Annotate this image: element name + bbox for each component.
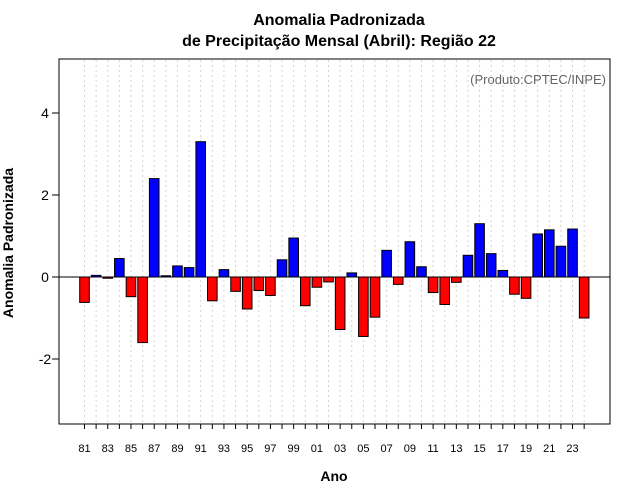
bar-2013 [451, 276, 462, 283]
chart-title-line2: de Precipitação Mensal (Abril): Região 2… [182, 33, 496, 50]
bar-1986 [137, 276, 148, 344]
bar-1998 [276, 259, 288, 278]
bar-2004 [346, 272, 358, 278]
bar-2021 [544, 229, 555, 278]
x-tick-label: 17 [497, 443, 509, 455]
x-tick-label: 95 [241, 443, 253, 455]
x-tick-label: 83 [102, 443, 114, 455]
bar-1991 [195, 141, 206, 278]
x-tick-label: 15 [473, 443, 485, 455]
x-tick-label: 81 [78, 443, 90, 455]
x-tick-label: 11 [427, 443, 438, 455]
x-tick-label: 21 [543, 443, 555, 455]
x-axis-label: Ano [320, 468, 347, 484]
bar-1993 [218, 269, 230, 278]
bar-2014 [462, 254, 474, 278]
bar-2012 [439, 276, 451, 305]
y-axis: -2 0 2 4 [39, 105, 59, 367]
bar-1984 [114, 258, 125, 278]
x-tick-label: 85 [125, 443, 137, 455]
bar-2023 [567, 228, 578, 278]
x-tick-label: 23 [566, 443, 578, 455]
x-tick-label: 03 [334, 443, 346, 455]
bar-2009 [404, 241, 416, 278]
bar-1981 [79, 276, 90, 303]
y-axis-label: Anomalia Padronizada [0, 168, 16, 318]
bar-1997 [265, 276, 276, 296]
x-tick-label: 89 [171, 443, 183, 455]
bar-1992 [207, 276, 218, 302]
x-tick-label: 09 [404, 443, 416, 455]
bar-2016 [485, 253, 497, 278]
bar-2003 [334, 276, 346, 330]
source-annotation: (Produto:CPTEC/INPE) [470, 72, 606, 87]
x-tick-label: 99 [288, 443, 300, 455]
x-tick-label: 07 [380, 443, 392, 455]
bar-2010 [416, 266, 427, 278]
y-tick-label: -2 [39, 351, 52, 367]
bar-2005 [358, 276, 369, 337]
x-tick-label: 01 [311, 443, 323, 455]
x-axis: 81 83 85 87 89 91 93 95 97 99 01 03 05 07 09 11 13 15 17 19… [78, 424, 585, 455]
bar-1989 [172, 265, 183, 278]
bar-2020 [532, 233, 543, 278]
bar-2001 [311, 276, 323, 288]
bar-2011 [427, 276, 439, 294]
bar-2015 [474, 223, 485, 278]
x-tick-label: 19 [520, 443, 532, 455]
bar-2017 [497, 269, 509, 278]
y-tick-label: 4 [41, 105, 49, 121]
x-tick-label: 91 [195, 443, 207, 455]
bar-1996 [253, 276, 265, 292]
bar-2002 [323, 276, 334, 283]
bar-2007 [381, 249, 392, 278]
y-tick-label: 2 [41, 187, 49, 203]
bar-2008 [392, 276, 404, 285]
bars [79, 141, 590, 344]
bar-2024 [578, 276, 590, 319]
x-tick-label: 13 [450, 443, 462, 455]
bar-2000 [299, 276, 311, 307]
x-tick-label: 87 [148, 443, 160, 455]
bar-2019 [520, 276, 532, 299]
chart-title-line1: Anomalia Padronizada [253, 12, 425, 29]
bar-2022 [555, 245, 567, 278]
plot-frame [58, 58, 611, 425]
x-tick-label: 93 [218, 443, 230, 455]
bar-1987 [148, 178, 160, 278]
bar-2018 [509, 276, 520, 295]
bar-2006 [369, 276, 381, 318]
y-tick-label: 0 [41, 269, 49, 285]
bar-1994 [230, 276, 241, 292]
bar-1999 [288, 237, 299, 278]
x-tick-label: 97 [264, 443, 276, 455]
bar-1995 [241, 276, 253, 310]
bar-1985 [125, 276, 137, 298]
x-tick-label: 05 [357, 443, 369, 455]
bar-1990 [183, 267, 195, 278]
